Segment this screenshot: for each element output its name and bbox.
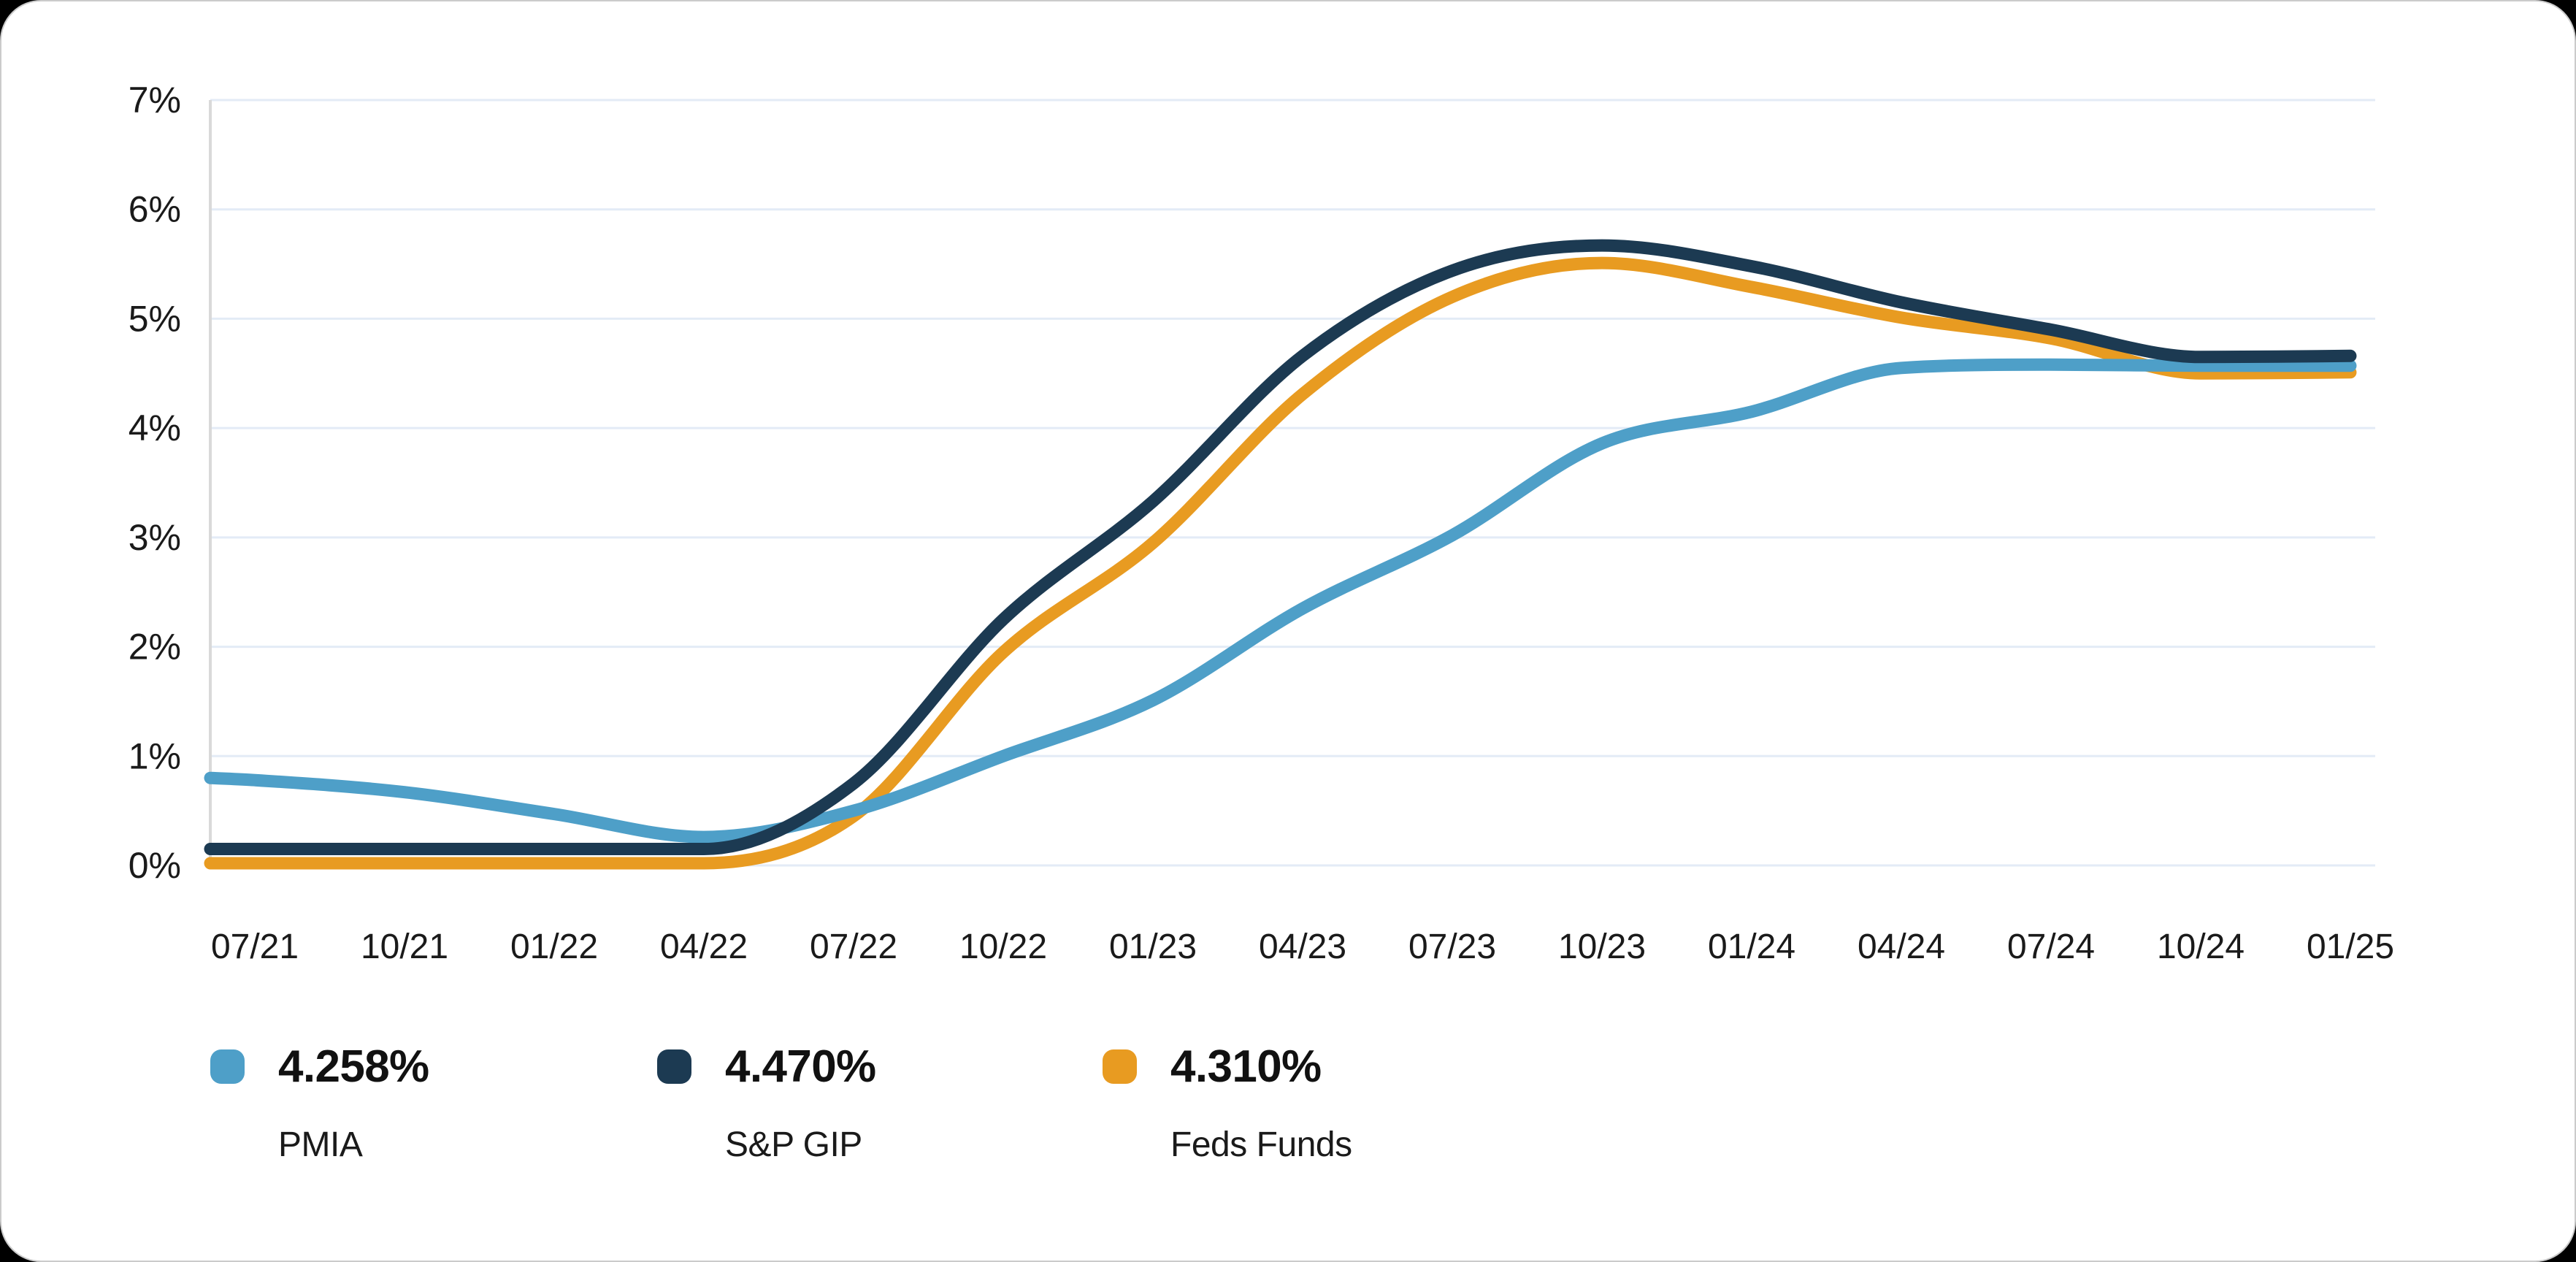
x-tick-label: 01/22: [510, 928, 598, 966]
y-tick-label: 7%: [129, 80, 181, 121]
x-tick-label: 10/22: [959, 928, 1047, 966]
y-tick-label: 2%: [129, 627, 181, 668]
legend-value-pmia: 4.258%: [278, 1041, 429, 1092]
legend-row: 4.258%: [210, 1041, 429, 1092]
x-tick-label: 01/24: [1708, 928, 1795, 966]
legend-value-feds-funds: 4.310%: [1170, 1041, 1322, 1092]
legend-item-pmia[interactable]: 4.258% PMIA: [210, 1041, 429, 1164]
y-tick-label: 0%: [129, 845, 181, 886]
x-tick-label: 10/23: [1558, 928, 1646, 966]
legend-swatch-sp-gip: [657, 1049, 691, 1084]
x-tick-label: 07/22: [810, 928, 897, 966]
legend-value-sp-gip: 4.470%: [725, 1041, 876, 1092]
legend-swatch-feds-funds: [1103, 1049, 1137, 1084]
x-tick-label: 04/23: [1259, 928, 1346, 966]
series-line-s-p-gip: [204, 239, 2357, 856]
legend-swatch-pmia: [210, 1049, 245, 1084]
series-line-feds-funds: [204, 256, 2357, 870]
x-tick-label: 01/25: [2307, 928, 2394, 966]
gridlines: [210, 99, 2375, 867]
chart-legend: 4.258% PMIA 4.470% S&P GIP 4.310% Feds F…: [210, 1041, 2401, 1225]
legend-item-sp-gip[interactable]: 4.470% S&P GIP: [657, 1041, 876, 1164]
legend-label-pmia: PMIA: [278, 1125, 363, 1164]
y-tick-label: 5%: [129, 298, 181, 339]
y-tick-label: 4%: [129, 408, 181, 448]
y-axis-tick-labels: 0% 1% 2% 3% 4% 5% 6% 7%: [129, 80, 181, 886]
series-lines: [204, 239, 2357, 870]
x-tick-label: 04/24: [1858, 928, 1945, 966]
y-tick-label: 6%: [129, 189, 181, 230]
x-tick-label: 07/23: [1408, 928, 1496, 966]
y-tick-label: 1%: [129, 735, 181, 776]
legend-row: 4.470%: [657, 1041, 876, 1092]
x-axis-tick-labels: 07/21 10/21 01/22 04/22 07/22 10/22 01/23 04/23…: [211, 928, 2394, 966]
y-tick-label: 3%: [129, 517, 181, 558]
series-line-pmia: [204, 358, 2357, 844]
legend-row: 4.310%: [1103, 1041, 1352, 1092]
x-tick-label: 07/24: [2007, 928, 2095, 966]
x-tick-label: 10/24: [2157, 928, 2245, 966]
x-tick-label: 04/22: [660, 928, 748, 966]
x-tick-label: 07/21: [211, 928, 299, 966]
legend-label-feds-funds: Feds Funds: [1170, 1125, 1352, 1164]
x-tick-label: 01/23: [1109, 928, 1197, 966]
legend-label-sp-gip: S&P GIP: [725, 1125, 862, 1164]
x-tick-label: 10/21: [361, 928, 448, 966]
legend-item-feds-funds[interactable]: 4.310% Feds Funds: [1103, 1041, 1352, 1164]
rates-line-chart: 0%1%2%3%4%5%6%7% 07/21 10/21 01/22 04/22 07/…: [129, 80, 2394, 966]
